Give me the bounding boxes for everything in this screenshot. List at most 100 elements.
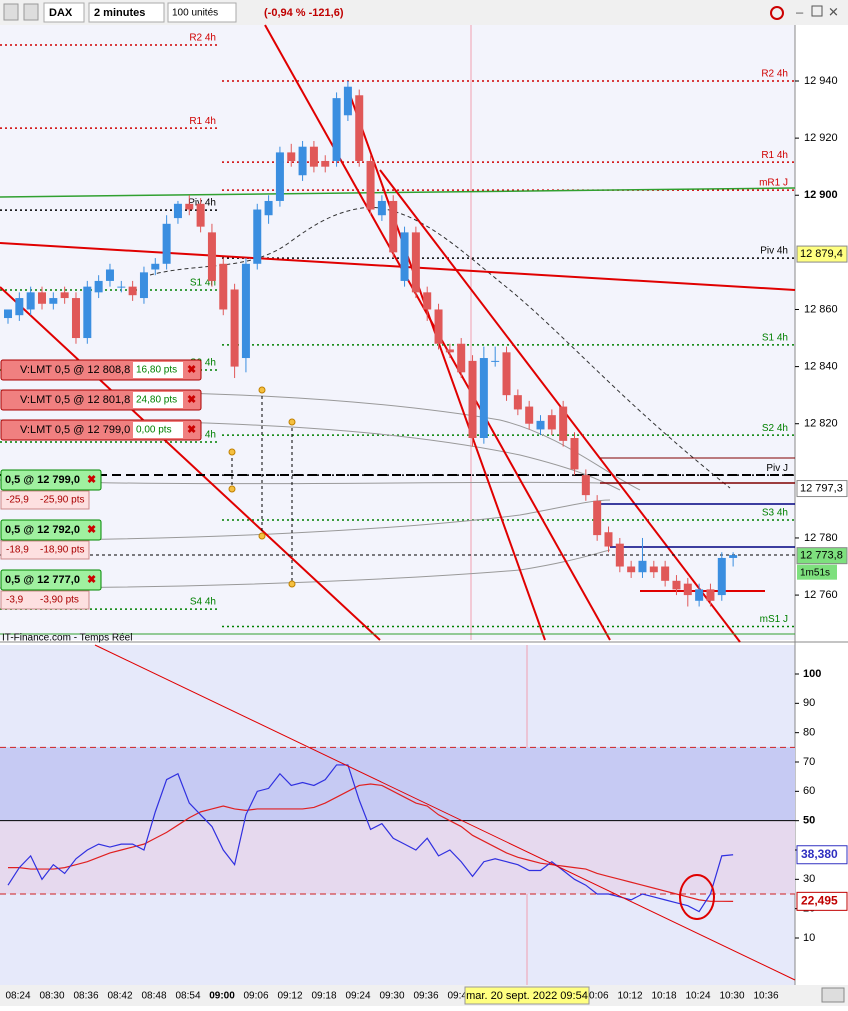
- level-label: R2 4h: [189, 33, 216, 44]
- order-dot: [228, 448, 236, 456]
- position-pts: -25,90 pts: [40, 495, 84, 506]
- candle-body: [196, 203, 205, 227]
- maximize[interactable]: [811, 5, 823, 17]
- layout-icon[interactable]: [23, 3, 39, 21]
- time-axis: [0, 985, 848, 1006]
- symbol-box[interactable]: [43, 2, 85, 23]
- time-label: 09:42: [447, 991, 472, 1002]
- level-label: mS1 J: [760, 614, 788, 625]
- order-cancel[interactable]: ✖: [187, 424, 196, 436]
- rsi-trendline: [94, 644, 796, 981]
- level-label: Piv 4h: [760, 246, 788, 257]
- candle-body: [729, 555, 738, 558]
- candle-body: [672, 580, 681, 590]
- position-cancel[interactable]: ✖: [87, 524, 96, 536]
- candle-body: [264, 200, 273, 216]
- order-pts-box: [133, 362, 183, 378]
- chart-icon[interactable]: [3, 3, 19, 21]
- level-label: Piv 4h: [188, 198, 216, 209]
- position-pts: -18,90 pts: [40, 545, 84, 556]
- position-cancel[interactable]: ✖: [87, 474, 96, 486]
- order-dot: [228, 485, 236, 493]
- candle-body: [389, 200, 398, 253]
- price-label: 12 820: [804, 418, 838, 430]
- candle-body: [649, 566, 658, 573]
- price-label: 12 760: [804, 589, 838, 601]
- time-label: 10:36: [753, 991, 778, 1002]
- position-box[interactable]: [0, 519, 102, 541]
- order-dot: [258, 386, 266, 394]
- candle-body: [151, 263, 160, 270]
- level-label: S1 4h: [190, 278, 216, 289]
- cursor-date-box: [464, 986, 590, 1005]
- level-label: S4 4h: [190, 597, 216, 608]
- position-box[interactable]: [0, 569, 102, 591]
- position-box[interactable]: [0, 469, 102, 491]
- symbol: DAX: [49, 7, 73, 19]
- level-label: mR1 J: [759, 178, 788, 189]
- candle-body: [105, 269, 114, 281]
- time-label: 09:24: [345, 991, 370, 1002]
- close[interactable]: ✕: [828, 4, 839, 19]
- rsi-label: 90: [803, 697, 815, 709]
- candle-body: [230, 289, 239, 367]
- position-pnl-box: [0, 590, 90, 610]
- candle-body: [37, 292, 46, 304]
- candle-body: [502, 352, 511, 396]
- level-label: R2 4h: [761, 69, 788, 80]
- rsi-marker-label: 22,495: [801, 894, 838, 908]
- rsi-label: 50: [803, 815, 815, 827]
- position-pnl: -3,9: [6, 595, 24, 606]
- time-label: 10:30: [719, 991, 744, 1002]
- rsi-marker: [796, 891, 848, 911]
- trendline: [0, 242, 796, 291]
- candle-body: [173, 203, 182, 219]
- candle-body: [536, 420, 545, 430]
- price-marker: [796, 245, 848, 263]
- rsi-label: 80: [803, 727, 815, 739]
- refresh[interactable]: [770, 6, 784, 20]
- level-label: S2 4h: [762, 423, 788, 434]
- trendline: [0, 286, 381, 641]
- candle-body: [94, 280, 103, 293]
- time-label: 09:30: [379, 991, 404, 1002]
- countdown: 1m51s: [800, 567, 830, 578]
- candle-body: [468, 360, 477, 438]
- level-label: S2 4h: [190, 358, 216, 369]
- candle-body: [275, 152, 284, 201]
- candle-body: [60, 292, 69, 299]
- time-label: 08:42: [107, 991, 132, 1002]
- position-label: 0,5 @ 12 799,0: [5, 474, 80, 486]
- candle-body: [615, 543, 624, 567]
- candle-body: [593, 500, 602, 536]
- position-pnl-box: [0, 540, 90, 560]
- order-pts-box: [133, 392, 183, 408]
- zoom-button[interactable]: [821, 987, 845, 1003]
- candle-body: [570, 438, 579, 470]
- candle-body: [26, 292, 35, 310]
- order-cancel[interactable]: ✖: [187, 364, 196, 376]
- candle-body: [457, 343, 466, 373]
- timeframe-box[interactable]: [88, 2, 165, 23]
- order-cancel[interactable]: ✖: [187, 394, 196, 406]
- position-label: 0,5 @ 12 792,0: [5, 524, 80, 536]
- level-label: S3 4h: [190, 430, 216, 441]
- candle-body: [604, 532, 613, 547]
- candle-body: [627, 566, 636, 573]
- order-pts: 24,80 pts: [136, 395, 177, 406]
- order-label: V:LMT 0,5 @ 12 801,8: [20, 394, 130, 406]
- mid-zone: [0, 820, 795, 894]
- candle-body: [162, 223, 171, 264]
- position-cancel[interactable]: ✖: [87, 574, 96, 586]
- time-label: 08:54: [175, 991, 200, 1002]
- minimize[interactable]: –: [796, 4, 804, 19]
- position-pnl-box: [0, 490, 90, 510]
- price-label: 12 900: [804, 189, 838, 201]
- level-label: S3 4h: [762, 508, 788, 519]
- candle-body: [683, 583, 692, 596]
- candle-body: [661, 566, 670, 581]
- rsi-marker: [796, 845, 848, 865]
- price-label: 12 920: [804, 132, 838, 144]
- quantity-box[interactable]: [167, 2, 237, 23]
- candle-body: [219, 263, 228, 310]
